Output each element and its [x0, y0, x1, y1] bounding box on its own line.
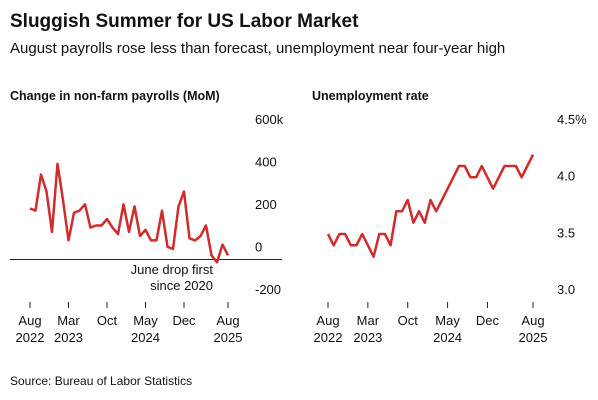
x-tick-label: Aug — [316, 313, 339, 328]
line — [29, 162, 230, 264]
y-tick-label: 0 — [255, 240, 262, 255]
annotation: since 2020 — [150, 278, 213, 293]
y-tick-label: 600k — [255, 112, 284, 127]
x-tick-label: Mar — [57, 313, 80, 328]
x-tick-label: 2023 — [54, 330, 83, 345]
y-tick-label: 4.5% — [557, 112, 587, 127]
x-tick-label: 2023 — [353, 330, 382, 345]
source: Source: Bureau of Labor Statistics — [10, 374, 192, 388]
x-tick-label: 2025 — [214, 330, 243, 345]
y-tick-label: -200 — [255, 282, 281, 297]
x-tick-label: 2024 — [131, 330, 160, 345]
x-tick-label: Oct — [398, 313, 419, 328]
x-tick-label: 2024 — [433, 330, 462, 345]
y-tick-label: 400 — [255, 155, 277, 170]
x-tick-label: Aug — [216, 313, 239, 328]
line — [326, 154, 535, 258]
y-tick-label: 200 — [255, 197, 277, 212]
chart-title: Change in non-farm payrolls (MoM) — [10, 89, 220, 103]
y-tick-label: 3.5 — [557, 225, 575, 240]
x-tick-label: 2025 — [519, 330, 548, 345]
x-tick-label: Dec — [476, 313, 500, 328]
title: Sluggish Summer for US Labor Market — [10, 11, 359, 32]
x-tick-label: May — [133, 313, 158, 328]
x-tick-label: May — [435, 313, 460, 328]
x-tick-label: Dec — [172, 313, 196, 328]
x-tick-label: Aug — [521, 313, 544, 328]
x-tick-label: Aug — [18, 313, 41, 328]
y-tick-label: 4.0 — [557, 169, 575, 184]
x-tick-label: 2022 — [16, 330, 45, 345]
x-tick-label: Oct — [97, 313, 118, 328]
x-tick-label: Mar — [357, 313, 380, 328]
annotation: June drop first — [131, 262, 214, 277]
x-tick-label: 2022 — [314, 330, 343, 345]
subtitle: August payrolls rose less than forecast,… — [10, 40, 505, 57]
y-tick-label: 3.0 — [557, 282, 575, 297]
chart-title: Unemployment rate — [312, 89, 429, 103]
